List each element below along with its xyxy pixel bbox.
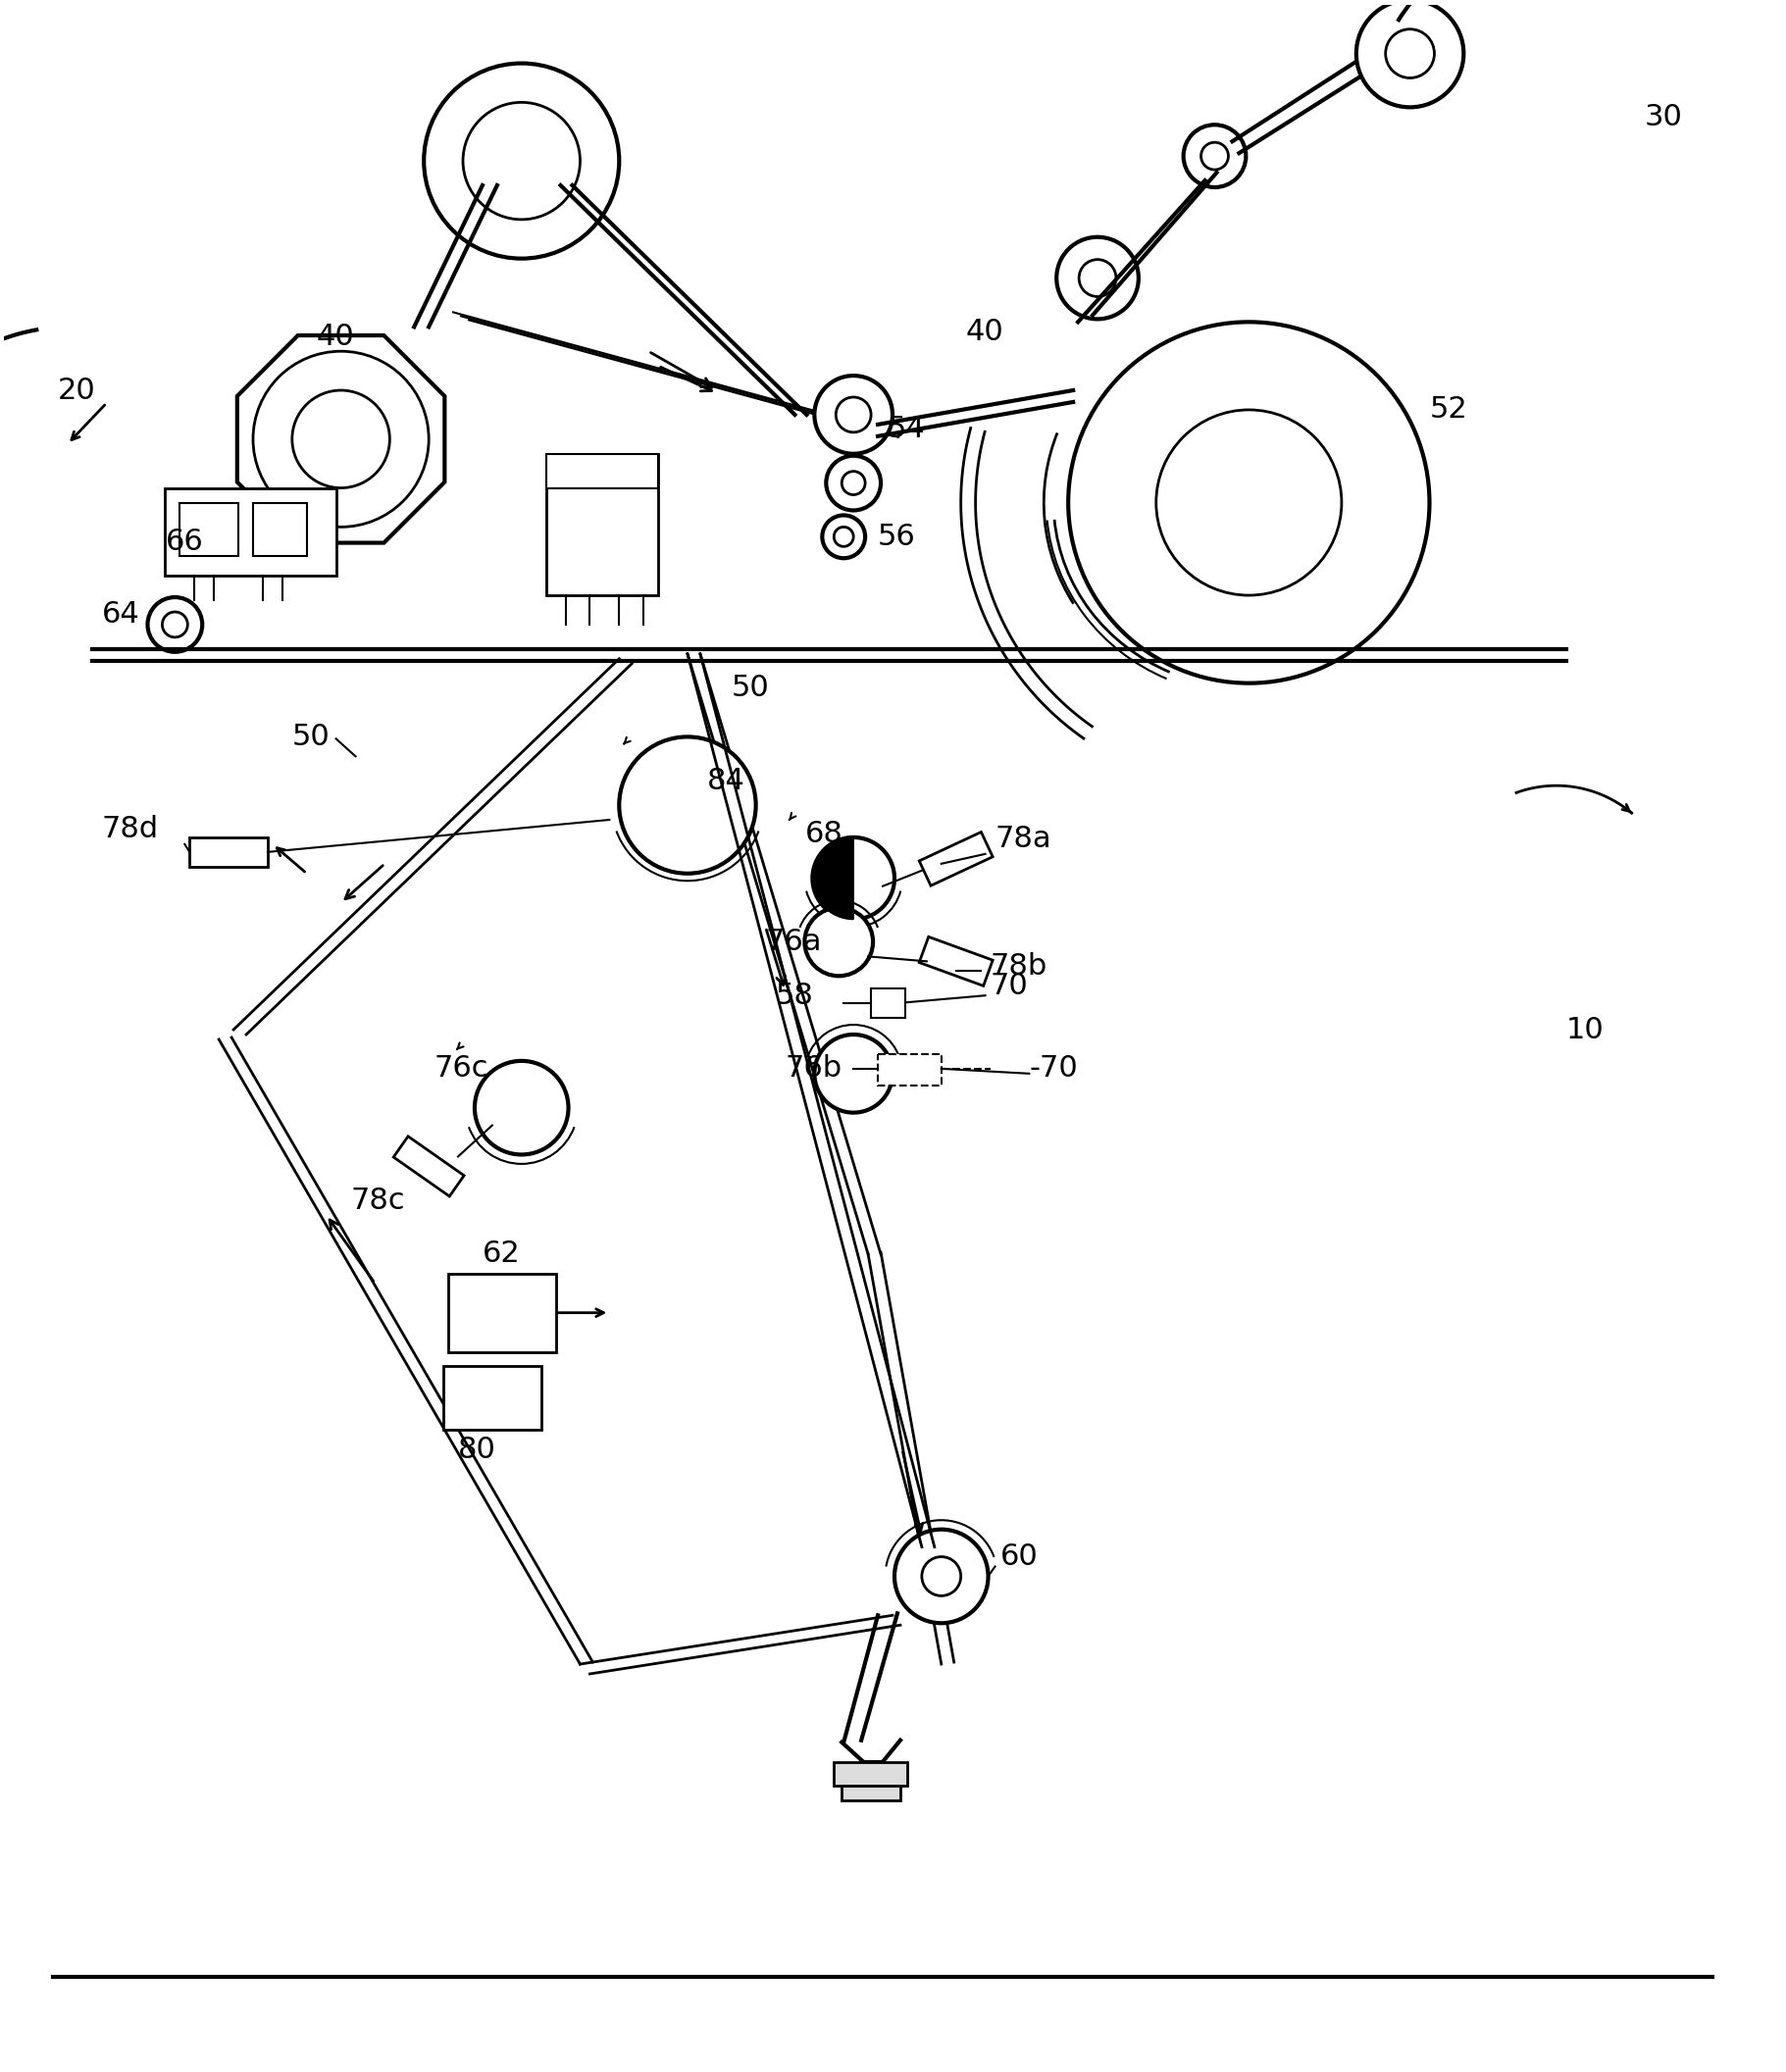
- Text: 60: 60: [1000, 1542, 1038, 1571]
- Polygon shape: [393, 1135, 464, 1196]
- Text: 50: 50: [732, 673, 770, 702]
- Circle shape: [475, 1061, 568, 1154]
- Circle shape: [1200, 143, 1229, 170]
- Bar: [834, 1761, 907, 1786]
- Text: 40: 40: [966, 317, 1004, 346]
- Circle shape: [841, 470, 864, 495]
- Text: 56: 56: [879, 522, 916, 551]
- Text: 64: 64: [102, 601, 139, 630]
- Circle shape: [148, 597, 202, 653]
- Polygon shape: [238, 336, 445, 543]
- Circle shape: [423, 64, 620, 259]
- Text: 40: 40: [316, 323, 354, 350]
- Text: 76c: 76c: [434, 1055, 488, 1084]
- Circle shape: [163, 611, 188, 638]
- Circle shape: [814, 1034, 893, 1113]
- Circle shape: [834, 526, 854, 547]
- Bar: [254, 503, 307, 555]
- Text: 30: 30: [1645, 104, 1682, 131]
- Circle shape: [1156, 410, 1341, 595]
- Bar: [443, 1365, 541, 1430]
- Circle shape: [814, 375, 893, 454]
- Text: 20: 20: [57, 377, 96, 404]
- Bar: [547, 454, 659, 595]
- Circle shape: [1386, 29, 1434, 79]
- Circle shape: [1068, 321, 1429, 684]
- Text: 78a: 78a: [995, 825, 1052, 854]
- Wedge shape: [813, 837, 854, 920]
- Circle shape: [895, 1529, 988, 1622]
- Text: 80: 80: [457, 1436, 497, 1463]
- Circle shape: [922, 1556, 961, 1595]
- Circle shape: [813, 837, 895, 920]
- Text: 78c: 78c: [350, 1187, 405, 1214]
- Circle shape: [805, 908, 873, 976]
- Circle shape: [1356, 0, 1465, 108]
- Circle shape: [463, 102, 580, 220]
- Text: 50: 50: [293, 723, 330, 750]
- Polygon shape: [920, 833, 993, 885]
- Circle shape: [254, 352, 429, 526]
- Bar: [879, 1055, 941, 1086]
- Text: 70: 70: [989, 972, 1029, 1001]
- Text: 76a: 76a: [766, 928, 822, 955]
- Circle shape: [836, 398, 872, 433]
- Text: 10: 10: [1566, 1015, 1604, 1044]
- Text: 58: 58: [775, 982, 813, 1009]
- Text: 54: 54: [888, 414, 925, 443]
- Bar: [448, 1274, 555, 1351]
- Text: 84: 84: [707, 767, 745, 796]
- Text: 62: 62: [482, 1239, 520, 1268]
- Bar: [841, 1786, 900, 1801]
- Text: 66: 66: [164, 528, 204, 555]
- Bar: [164, 487, 336, 576]
- Bar: [872, 988, 906, 1017]
- Text: -70: -70: [1029, 1055, 1079, 1084]
- Polygon shape: [920, 937, 993, 986]
- Text: 52: 52: [1429, 396, 1468, 425]
- Circle shape: [620, 738, 755, 874]
- Circle shape: [1079, 259, 1116, 296]
- Circle shape: [827, 456, 880, 510]
- Text: 78b: 78b: [989, 951, 1047, 980]
- Circle shape: [1184, 124, 1247, 186]
- Bar: [180, 503, 238, 555]
- Circle shape: [1057, 236, 1138, 319]
- Circle shape: [293, 390, 389, 487]
- Polygon shape: [189, 837, 268, 866]
- Text: 76b: 76b: [786, 1055, 843, 1084]
- Bar: [547, 454, 659, 487]
- Text: 68: 68: [805, 821, 843, 850]
- Text: 78d: 78d: [102, 816, 159, 843]
- Circle shape: [822, 516, 864, 557]
